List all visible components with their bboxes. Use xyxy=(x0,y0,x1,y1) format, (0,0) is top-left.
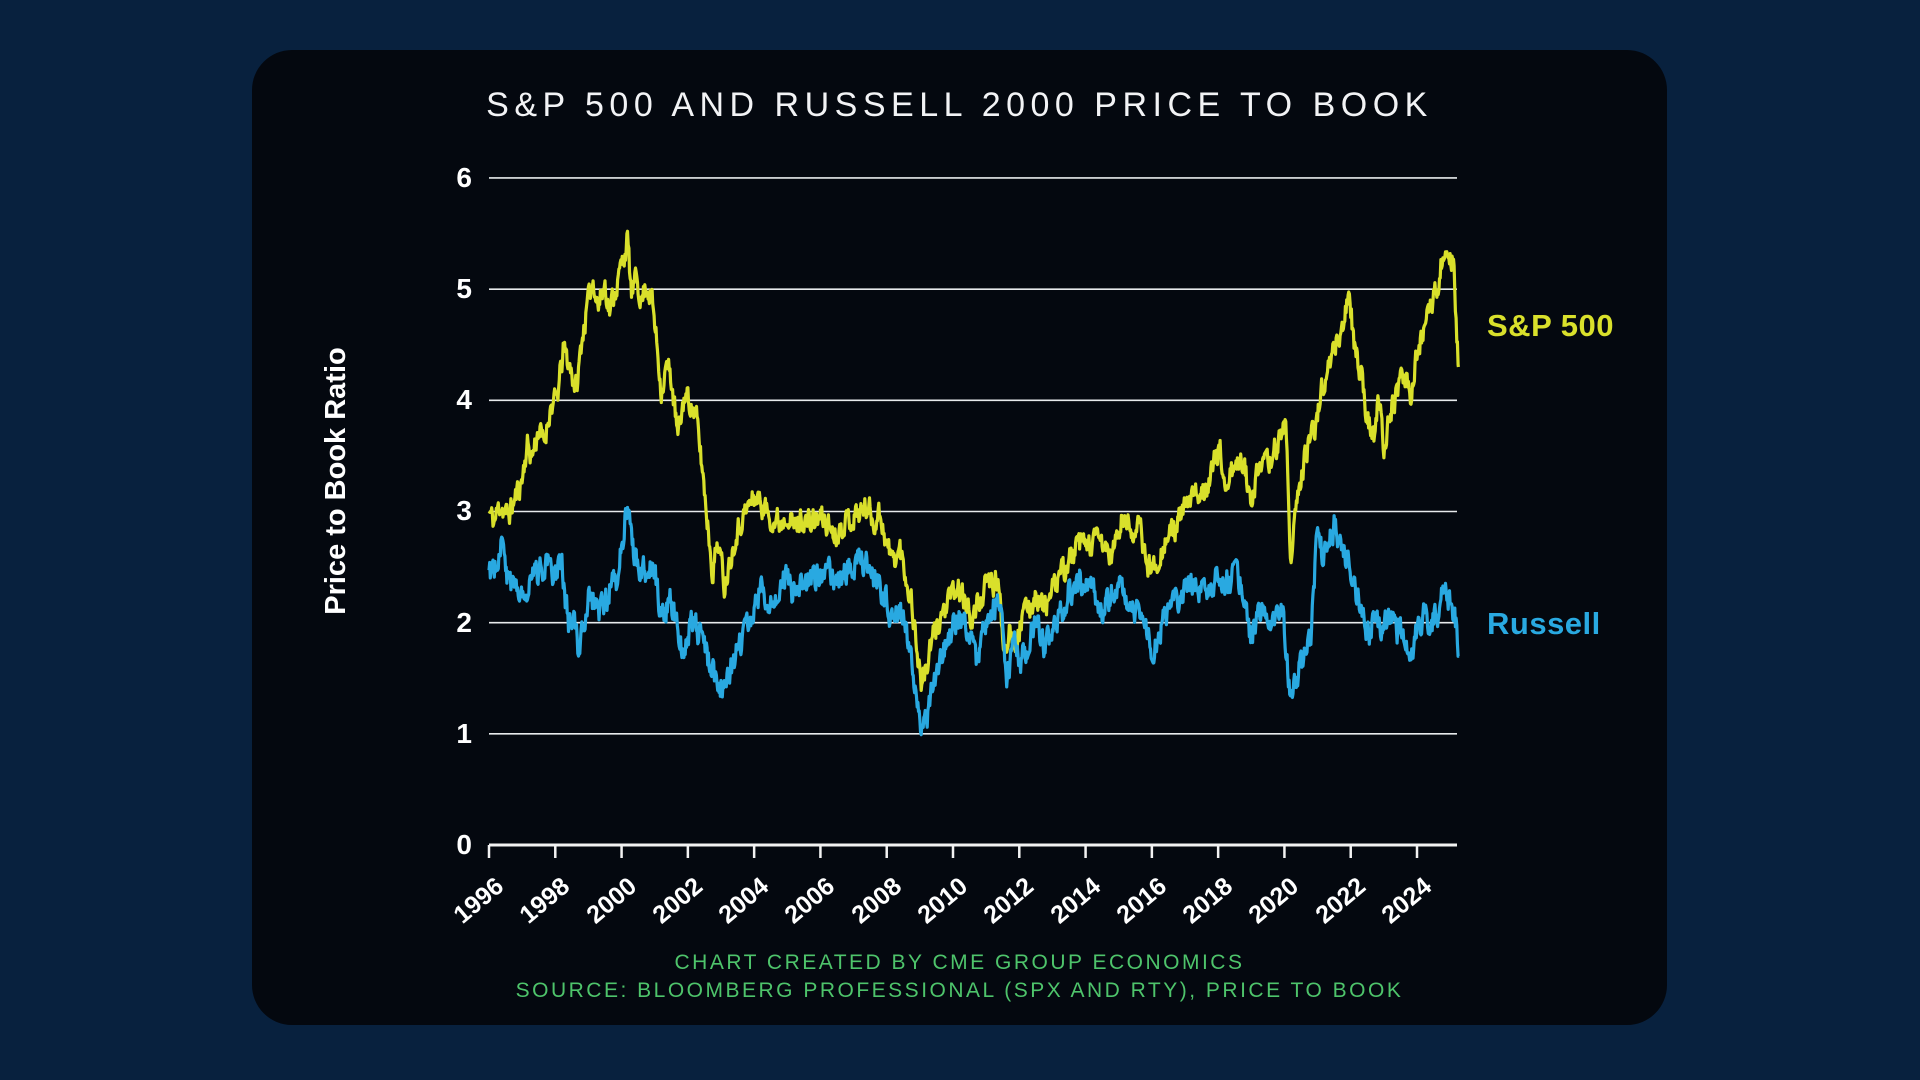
y-tick-label: 1 xyxy=(456,717,472,749)
footer-source: SOURCE: BLOOMBERG PROFESSIONAL (SPX AND … xyxy=(515,979,1404,1002)
y-tick-label: 3 xyxy=(456,495,472,527)
legend-label-sp500: S&P 500 xyxy=(1487,308,1615,343)
series-line-russell xyxy=(487,505,1460,737)
y-tick-label: 6 xyxy=(456,161,472,193)
chart-title: S&P 500 AND RUSSELL 2000 PRICE TO BOOK xyxy=(486,86,1433,124)
series-line-sp500 xyxy=(487,229,1460,693)
y-tick-label: 4 xyxy=(456,384,472,416)
chart-card: S&P 500 AND RUSSELL 2000 PRICE TO BOOK P… xyxy=(252,50,1667,1025)
y-tick-label: 0 xyxy=(456,829,472,860)
y-tick-label: 2 xyxy=(456,606,472,638)
y-tick-label: 5 xyxy=(456,273,472,305)
footer-credit: CHART CREATED BY CME GROUP ECONOMICS xyxy=(674,951,1245,974)
plot-area xyxy=(487,177,1460,858)
legend-label-russell: Russell xyxy=(1487,606,1601,641)
